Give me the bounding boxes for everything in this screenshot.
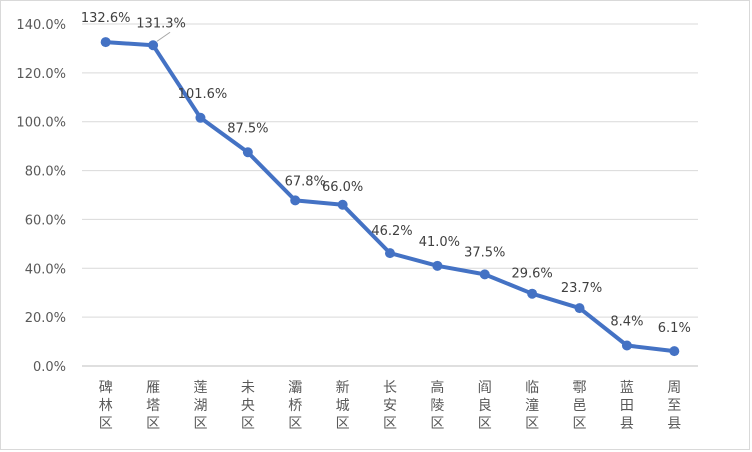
x-tick-label: 蓝田县 bbox=[620, 380, 634, 432]
data-point bbox=[100, 37, 111, 48]
y-tick-label: 140.0% bbox=[16, 18, 66, 33]
data-point bbox=[574, 303, 585, 314]
data-label: 37.5% bbox=[464, 245, 505, 260]
x-tick-label: 新城区 bbox=[336, 380, 350, 432]
data-point bbox=[621, 340, 632, 351]
data-label: 29.6% bbox=[511, 267, 552, 282]
data-point bbox=[195, 112, 206, 123]
data-point bbox=[385, 248, 395, 259]
data-point bbox=[527, 288, 538, 299]
data-label: 132.6% bbox=[81, 11, 131, 26]
data-label: 66.0% bbox=[322, 180, 363, 195]
data-label: 87.5% bbox=[227, 121, 268, 136]
y-tick-label: 60.0% bbox=[25, 213, 66, 228]
x-tick-label: 碑林区 bbox=[99, 380, 113, 432]
data-label: 46.2% bbox=[371, 224, 412, 239]
y-tick-label: 80.0% bbox=[25, 165, 66, 180]
data-label: 67.8% bbox=[285, 174, 326, 189]
x-tick-label: 鄠邑区 bbox=[573, 380, 587, 432]
data-label: 101.6% bbox=[178, 87, 228, 102]
data-label: 6.1% bbox=[658, 321, 691, 336]
data-point bbox=[432, 260, 443, 271]
label-leader-line bbox=[156, 31, 171, 42]
data-point bbox=[148, 40, 159, 51]
x-tick-label: 雁塔区 bbox=[146, 380, 160, 432]
data-point bbox=[242, 147, 253, 158]
y-tick-label: 100.0% bbox=[16, 116, 66, 131]
x-tick-label: 未央区 bbox=[241, 380, 255, 432]
y-tick-label: 20.0% bbox=[25, 311, 66, 326]
data-point bbox=[669, 346, 680, 357]
data-labels: 132.6% 131.3% 101.6% 87.5% 67.8%66.0% 46.2% 41… bbox=[81, 11, 691, 336]
x-tick-label: 灞桥区 bbox=[288, 380, 302, 432]
data-points bbox=[100, 37, 680, 357]
y-tick-label: 0.0% bbox=[33, 360, 66, 375]
x-tick-label: 莲湖区 bbox=[193, 380, 207, 432]
data-point bbox=[479, 269, 490, 280]
y-axis: 0.0% 20.0% 40.0% 60.0% 80.0% 100.0% 120.0% 140.… bbox=[16, 18, 66, 375]
data-label: 41.0% bbox=[419, 235, 460, 250]
y-tick-label: 120.0% bbox=[16, 67, 66, 82]
x-tick-label: 临潼区 bbox=[525, 380, 539, 432]
data-point bbox=[290, 195, 301, 206]
gridlines bbox=[82, 23, 698, 367]
data-label: 23.7% bbox=[561, 281, 602, 296]
x-tick-label: 周至县 bbox=[667, 380, 681, 432]
x-tick-label: 高陵区 bbox=[430, 379, 444, 432]
data-point bbox=[337, 199, 348, 210]
y-tick-label: 40.0% bbox=[25, 262, 66, 277]
x-tick-label: 长安区 bbox=[383, 380, 397, 432]
data-label: 131.3% bbox=[136, 16, 186, 31]
data-label: 8.4% bbox=[610, 314, 643, 329]
x-tick-label: 阎良区 bbox=[478, 380, 492, 432]
x-axis: 碑林区 雁塔区 莲湖区 未央区 灞桥区 新城区 长安区 高陵区 阎良区 临潼区 鄠邑区 蓝田县 周至县 bbox=[99, 379, 682, 432]
